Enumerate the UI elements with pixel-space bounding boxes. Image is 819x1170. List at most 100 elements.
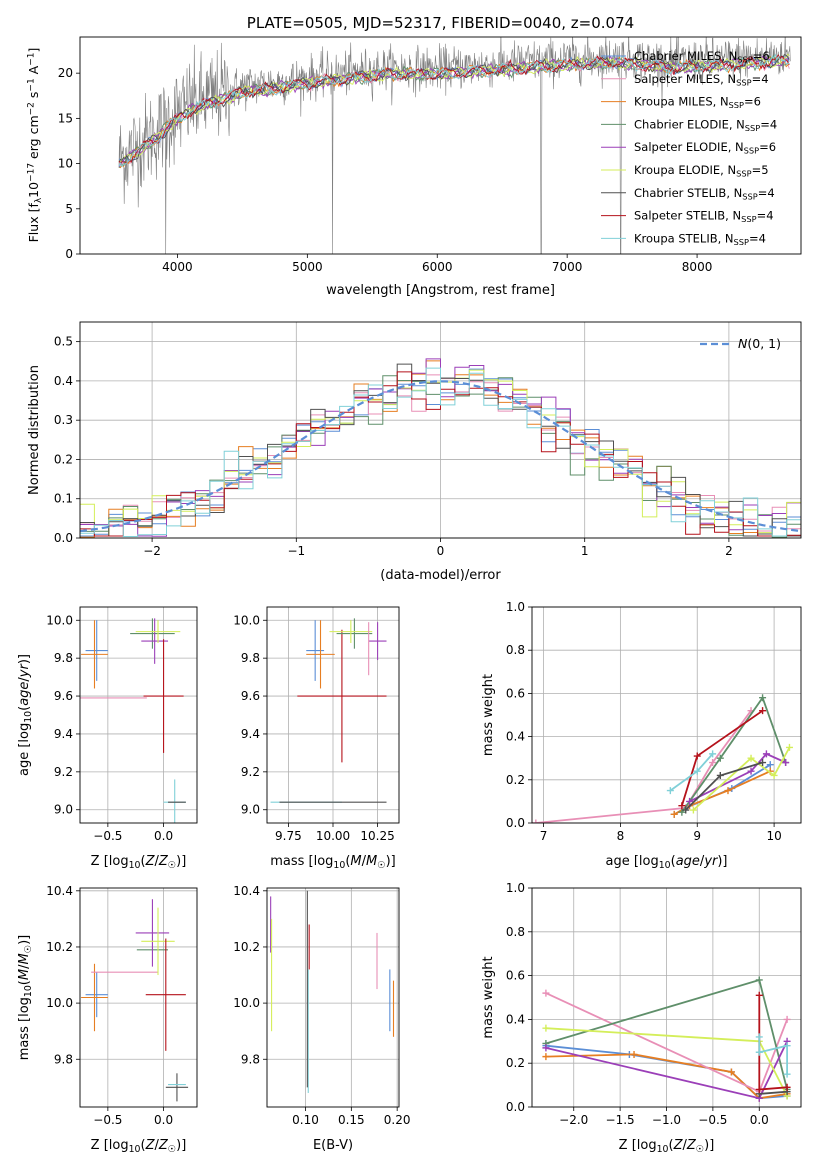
weight-marker	[770, 771, 778, 779]
mass-vs-ebv-panel: 0.10 0.15 0.20 9.8 10.0 10.2 10.4 E(B-V)	[233, 884, 410, 1153]
y-tick-label: 0.0	[506, 816, 525, 830]
y-tick-label: 9.8	[54, 1052, 73, 1066]
axes-frame	[531, 606, 802, 824]
y-tick-label: 0.0	[506, 1100, 525, 1114]
weight-marker	[755, 1085, 763, 1093]
model-spectrum-line	[118, 53, 790, 168]
weight-marker	[532, 819, 540, 823]
axes-frame	[266, 887, 400, 1108]
weight-marker	[670, 810, 678, 818]
x-tick-label: −1	[287, 544, 305, 558]
axes-frame	[79, 606, 198, 824]
y-tick-label: 0.4	[54, 374, 73, 388]
y-tick-label: 10.0	[46, 996, 73, 1010]
weight-marker	[678, 808, 686, 816]
weight-vs-metallicity-panel: −2.0 −1.5 −1.0 −0.5 0.0 0.0 0.2 0.4 0.6 0.8 1.0 Z […	[481, 881, 802, 1155]
y-axis-label: mass [log10(M/M☉)]	[17, 935, 34, 1061]
y-tick-label: 9.6	[241, 689, 260, 703]
normal-distribution-curve	[80, 380, 799, 533]
weight-marker	[755, 991, 763, 999]
weight-marker	[783, 1015, 791, 1023]
legend-label: Chabrier ELODIE, NSSP=4	[634, 117, 777, 133]
y-tick-label: 0.6	[506, 686, 525, 700]
y-tick-label: 0.2	[54, 452, 73, 466]
chart-title: PLATE=0505, MJD=52317, FIBERID=0040, z=0…	[247, 14, 634, 32]
y-tick-label: 9.2	[54, 765, 73, 779]
data-point	[143, 639, 184, 753]
weight-marker	[762, 750, 770, 758]
axes-frame	[79, 36, 802, 255]
weight-marker	[747, 754, 755, 762]
weight-traces	[532, 694, 793, 823]
weight-marker	[678, 802, 686, 810]
x-axis-label: wavelength [Angstrom, rest frame]	[326, 283, 555, 298]
x-tick-label: 9.75	[275, 829, 302, 843]
age-vs-mass-panel: 9.75 10.00 10.25 9.0 9.2 9.4 9.6 9.8 10.0 mass [l…	[233, 606, 400, 871]
x-axis-label: Z [log10(Z/Z☉)]	[91, 1138, 187, 1155]
weight-line	[681, 695, 787, 813]
model-spectrum-line	[118, 54, 790, 163]
weight-marker	[782, 759, 790, 767]
x-tick-label: −0.5	[698, 1113, 727, 1127]
data-point	[336, 618, 373, 649]
weight-marker	[755, 1048, 763, 1056]
weight-marker	[709, 759, 717, 767]
x-tick-label: 0.20	[384, 1113, 411, 1127]
legend-label: Kroupa ELODIE, NSSP=5	[634, 163, 769, 179]
y-tick-label: 9.2	[241, 765, 260, 779]
weight-marker	[755, 1033, 763, 1041]
y-tick-label: 9.8	[241, 651, 260, 665]
model-spectrum-line	[118, 54, 790, 164]
weight-line	[692, 746, 791, 811]
weight-marker	[759, 759, 767, 767]
x-tick-label: 0.0	[154, 1113, 173, 1127]
data-point	[306, 620, 335, 689]
data-point	[141, 907, 175, 976]
x-tick-label: −0.5	[93, 829, 122, 843]
x-axis-label: mass [log10(M/M☉)]	[270, 854, 396, 871]
y-tick-label: 0.4	[506, 1012, 525, 1026]
legend-label: Salpeter STELIB, NSSP=4	[634, 209, 774, 225]
y-tick-label: 0.6	[506, 969, 525, 983]
y-tick-label: 15	[58, 111, 73, 125]
x-tick-label: 7000	[552, 260, 583, 274]
y-tick-label: 9.4	[241, 727, 260, 741]
weight-vs-age-panel: 7 8 9 10 0.0 0.2 0.4 0.6 0.8 1.0 age [log10(age/yr…	[481, 600, 802, 871]
histogram-traces	[80, 358, 801, 538]
y-tick-label: 10.0	[46, 613, 73, 627]
y-axis-label: Normed distribution	[27, 365, 42, 495]
y-tick-label: 9.4	[54, 727, 73, 741]
weight-line	[535, 710, 752, 823]
weight-marker	[542, 1024, 550, 1032]
y-tick-label: 9.0	[241, 803, 260, 817]
weight-marker	[783, 1042, 791, 1050]
y-tick-label: 9.8	[241, 1052, 260, 1066]
y-tick-label: 9.0	[54, 803, 73, 817]
x-tick-label: 0.10	[292, 1113, 319, 1127]
weight-marker	[542, 1044, 550, 1052]
histogram-panel: −2 −1 0 1 2 0.0 0.1 0.2 0.3 0.4 0.5 N(0, 1) (data-mo…	[27, 321, 802, 583]
y-tick-label: 0.0	[54, 531, 73, 545]
x-tick-label: 10.25	[360, 829, 394, 843]
x-tick-label: 8000	[682, 260, 713, 274]
x-tick-label: 10	[766, 829, 781, 843]
y-tick-label: 5	[65, 202, 73, 216]
x-axis-label: E(B-V)	[313, 1138, 353, 1153]
x-tick-label: −2	[143, 544, 161, 558]
weight-marker	[759, 707, 767, 715]
y-tick-label: 0.8	[506, 643, 525, 657]
y-tick-label: 20	[58, 66, 73, 80]
weight-marker	[755, 976, 763, 984]
weight-marker	[766, 761, 774, 769]
x-tick-label: 4000	[162, 260, 193, 274]
data-point	[85, 620, 108, 681]
y-tick-label: 10.4	[46, 884, 73, 898]
weight-marker	[666, 787, 674, 795]
data-point	[145, 938, 186, 1051]
spectrum-panel: PLATE=0505, MJD=52317, FIBERID=0040, z=0…	[26, 14, 802, 298]
x-tick-label: 2	[725, 544, 733, 558]
data-point	[135, 899, 170, 967]
y-tick-label: 1.0	[506, 881, 525, 895]
y-tick-label: 0.5	[54, 335, 73, 349]
y-tick-label: 10	[58, 157, 73, 171]
